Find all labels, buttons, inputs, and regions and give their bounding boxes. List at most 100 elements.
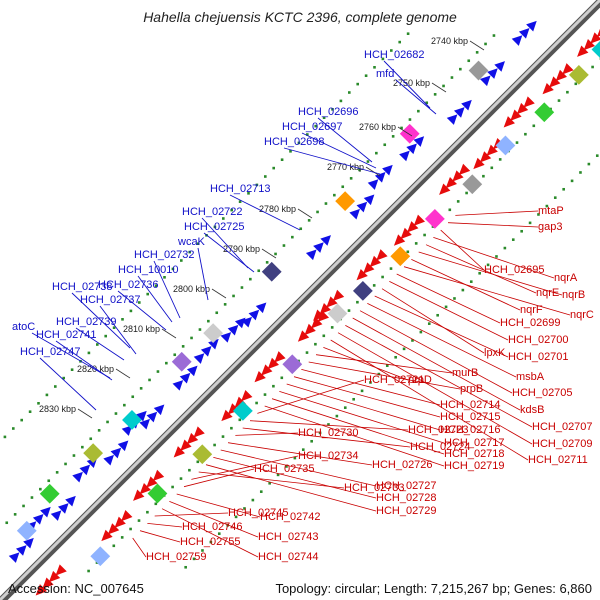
forward-label[interactable]: HCH_02737: [80, 294, 141, 306]
reverse-label[interactable]: nqrB: [562, 289, 585, 301]
forward-label[interactable]: HCH_02682: [364, 49, 425, 61]
forward-label[interactable]: HCH_02713: [210, 183, 271, 195]
forward-gene-arrow: [406, 143, 417, 155]
reverse-label[interactable]: HCH_02759: [146, 551, 207, 563]
reverse-label[interactable]: kdsB: [520, 404, 544, 416]
reverse-label[interactable]: prpB: [460, 383, 483, 395]
tick-dot: [425, 101, 429, 105]
reverse-label[interactable]: nqrF: [520, 304, 543, 316]
forward-label[interactable]: HCH_02732: [134, 249, 195, 261]
reverse-label[interactable]: HCH_02715: [440, 411, 501, 423]
reverse-label[interactable]: murB: [452, 367, 478, 379]
reverse-label[interactable]: HCH_02714: [440, 399, 501, 411]
forward-label[interactable]: mfd: [376, 68, 394, 80]
gene-features[interactable]: [8, 20, 600, 596]
forward-label[interactable]: HCH_02697: [282, 121, 343, 133]
reverse-gene-arrow: [400, 227, 412, 240]
reverse-gene-arrow: [267, 357, 280, 370]
reverse-label[interactable]: HCH_02723: [408, 424, 469, 436]
tick-dot: [280, 158, 284, 162]
tick-dot: [327, 423, 330, 426]
forward-label[interactable]: HCH_02722: [182, 206, 243, 218]
tick-dot: [156, 370, 160, 373]
reverse-label[interactable]: HCH_02744: [258, 551, 319, 563]
tick-dot: [433, 93, 437, 96]
reverse-label[interactable]: HCH_02718: [444, 448, 505, 460]
forward-label[interactable]: HCH_02747: [20, 346, 81, 358]
tick-dot: [305, 351, 309, 354]
reverse-label[interactable]: HCH_02726: [372, 459, 433, 471]
forward-gene-arrow: [367, 179, 379, 190]
tick-dot: [498, 158, 502, 161]
reverse-label[interactable]: HCH_02755: [180, 536, 241, 548]
reverse-label[interactable]: HCH_02729: [376, 505, 437, 517]
red-leader-line: [205, 464, 377, 512]
reverse-label[interactable]: nqrA: [554, 272, 578, 284]
reverse-label[interactable]: HCH_02727: [376, 480, 437, 492]
reverse-label[interactable]: HCH_02728: [376, 492, 437, 504]
blue-leader-line: [203, 232, 255, 273]
reverse-label[interactable]: mtaP: [538, 205, 564, 217]
reverse-label[interactable]: HCH_02734: [298, 450, 359, 462]
forward-label[interactable]: HCH_02725: [184, 221, 245, 233]
tick-dot: [223, 303, 227, 306]
reverse-label[interactable]: lpxK: [484, 347, 506, 359]
blue-leader-line: [39, 357, 97, 411]
reverse-label[interactable]: HCH_02746: [182, 521, 243, 533]
forward-label[interactable]: HCH_10010: [118, 264, 179, 276]
feature-box: [424, 208, 445, 229]
reverse-label[interactable]: msbA: [516, 371, 545, 383]
forward-label[interactable]: HCH_02739: [56, 316, 117, 328]
reverse-strand-labels[interactable]: mtaP gap3 HCH_02695 nqrA nqrE nqrB nqrF nqrC HCH…: [132, 205, 594, 563]
reverse-label[interactable]: HCH_02707: [532, 421, 593, 433]
reverse-label[interactable]: HCH_02716: [440, 424, 501, 436]
reverse-label[interactable]: nqrE: [536, 287, 559, 299]
reverse-label[interactable]: HCH_02719: [444, 460, 505, 472]
tick-dot: [465, 191, 468, 195]
forward-label[interactable]: HCH_02738: [52, 281, 113, 293]
reverse-label[interactable]: HCH_02742: [260, 511, 321, 523]
map-title: Hahella chejuensis KCTC 2396, complete g…: [143, 9, 457, 25]
reverse-label[interactable]: HCH_02733: [344, 482, 405, 494]
feature-box: [232, 400, 253, 421]
reverse-label[interactable]: gap3: [538, 221, 562, 233]
reverse-label[interactable]: HCH_02735: [254, 463, 315, 475]
reverse-label[interactable]: HCH_02730: [298, 427, 359, 439]
forward-label[interactable]: HCH_02698: [264, 136, 325, 148]
forward-label[interactable]: atoC: [12, 321, 35, 333]
tick-dot: [154, 502, 158, 506]
reverse-label[interactable]: HCH_02701: [508, 351, 569, 363]
reverse-gene-arrow: [193, 426, 205, 438]
reverse-label[interactable]: HCH_02721: [364, 374, 425, 386]
reverse-label[interactable]: HCH_02699: [500, 317, 561, 329]
tick-dot: [87, 569, 90, 573]
reverse-label[interactable]: HCH_02700: [508, 334, 569, 346]
forward-label[interactable]: wcaK: [177, 236, 206, 248]
tick-dot: [484, 42, 487, 46]
red-leader-line: [352, 317, 521, 411]
tick-dot: [316, 210, 319, 214]
reverse-label[interactable]: HCH_02709: [532, 438, 593, 450]
tick-dot: [492, 34, 496, 37]
reverse-label[interactable]: HCH_02717: [444, 437, 505, 449]
tick-dot: [72, 454, 76, 457]
tick-dot: [64, 462, 67, 466]
tick-dot: [459, 67, 462, 71]
reverse-label[interactable]: HCH_02711: [528, 454, 588, 466]
tick-dot: [282, 244, 286, 247]
reverse-label[interactable]: HCH_02705: [512, 387, 573, 399]
reverse-label[interactable]: HCH_02745: [228, 507, 289, 519]
reverse-gene-arrow: [590, 32, 600, 44]
blue-leader-line: [383, 60, 431, 109]
reverse-label[interactable]: HCH_02724: [410, 441, 471, 453]
forward-label[interactable]: HCH_02696: [298, 106, 359, 118]
reverse-label[interactable]: nqrC: [570, 309, 594, 321]
reverse-label[interactable]: HCH_02743: [258, 531, 319, 543]
forward-label[interactable]: HCH_02736: [98, 279, 159, 291]
forward-label[interactable]: HCH_02741: [36, 329, 97, 341]
tick-dot: [343, 406, 347, 409]
blue-leader-line: [117, 290, 167, 331]
reverse-gene-arrow: [304, 323, 316, 336]
reverse-label[interactable]: HCH_02695: [484, 264, 545, 276]
